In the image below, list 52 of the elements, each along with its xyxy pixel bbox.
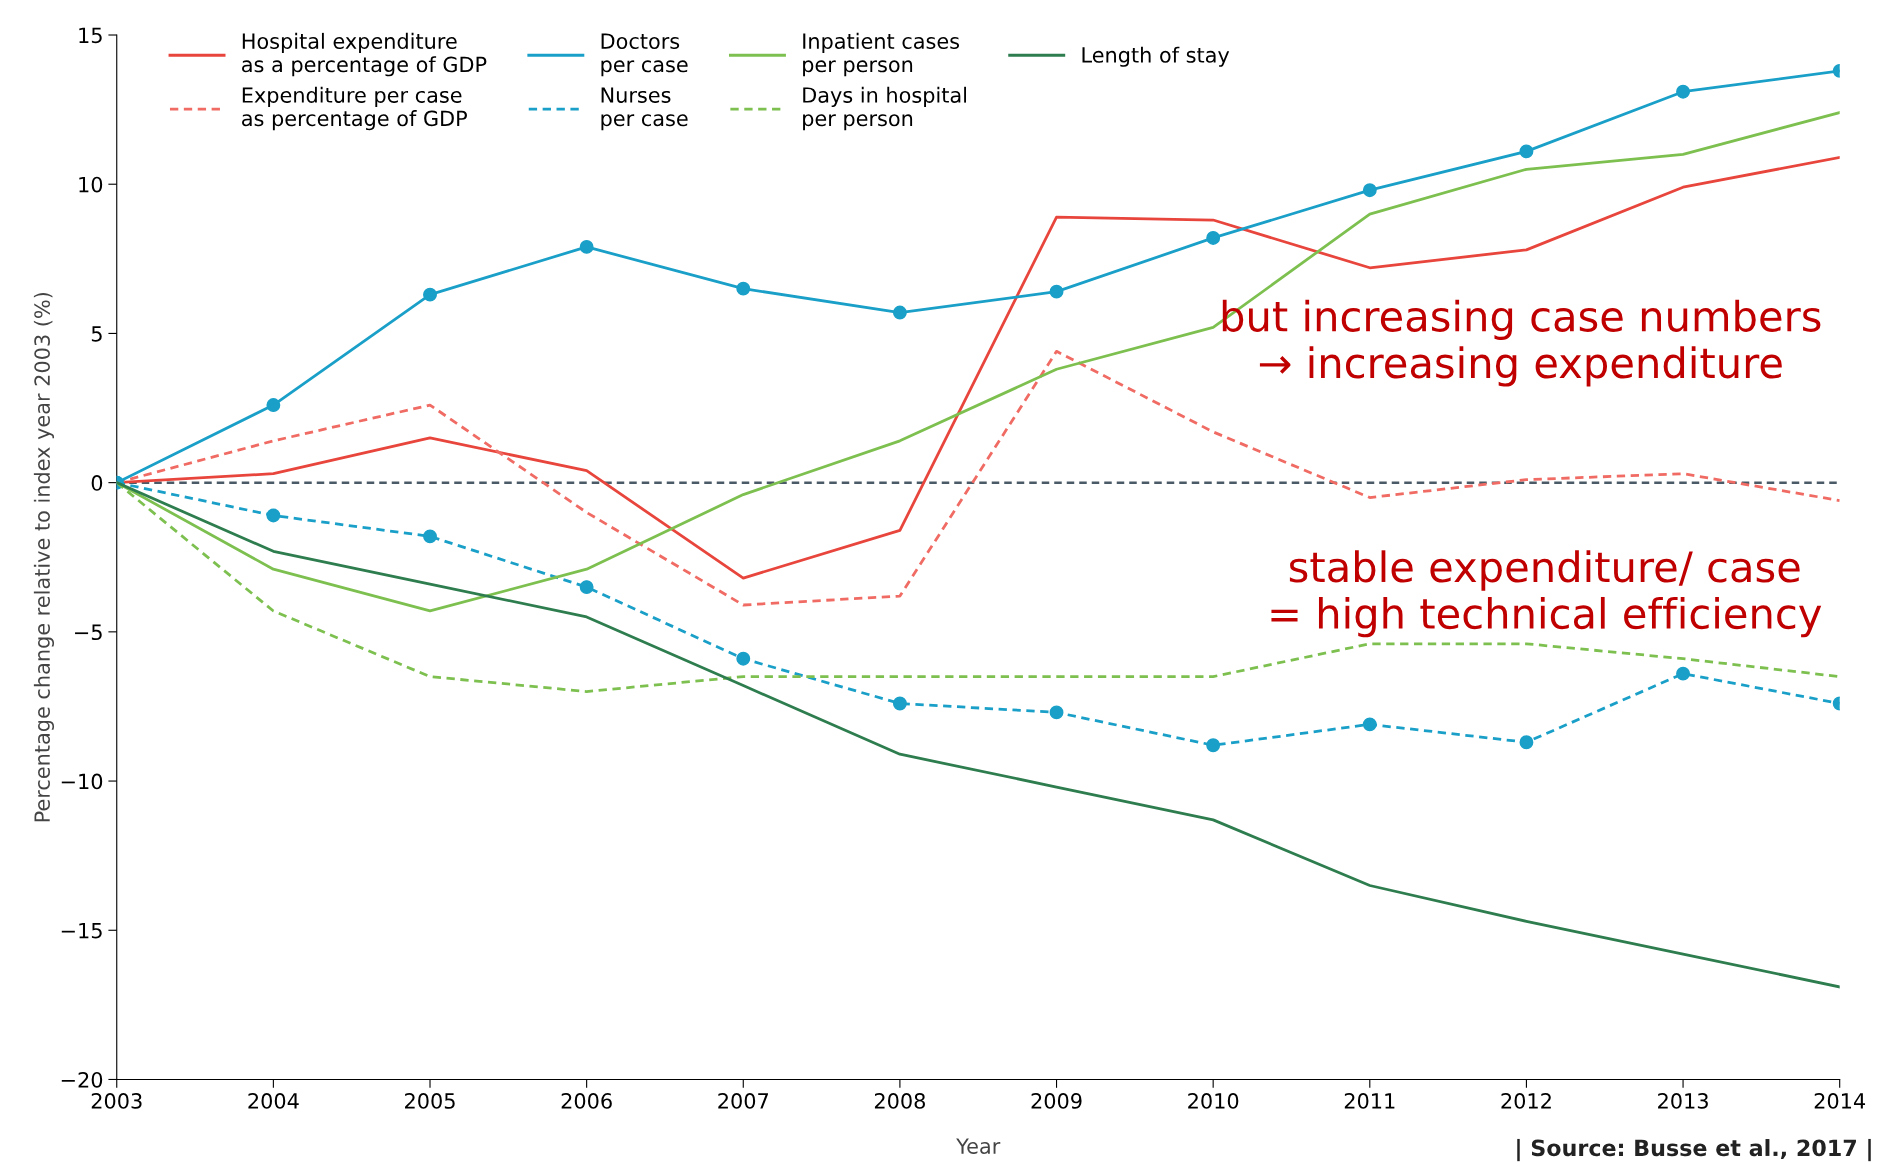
point bbox=[579, 580, 594, 595]
x-tick-label: 2005 bbox=[405, 1093, 455, 1109]
legend-label: Doctors per case bbox=[601, 33, 688, 77]
point bbox=[736, 281, 751, 296]
point bbox=[1049, 705, 1064, 720]
point bbox=[1676, 666, 1691, 681]
x-tick-label: 2004 bbox=[248, 1093, 299, 1109]
legend-label: Days in hospital per person bbox=[803, 86, 967, 131]
legend-label: Hospital expenditure as a percentage of GDP bbox=[242, 32, 487, 77]
x-tick-label: 2009 bbox=[1031, 1093, 1082, 1109]
text: | Source: Busse et al., 2017 | bbox=[1517, 1138, 1871, 1162]
y-tick-label: −20 bbox=[61, 1071, 103, 1088]
y-tick-label: −10 bbox=[61, 773, 103, 790]
y-tick-label: 5 bbox=[91, 326, 102, 342]
x-tick-label: 2012 bbox=[1501, 1093, 1551, 1109]
point bbox=[423, 287, 437, 302]
point bbox=[1049, 284, 1064, 299]
x-axis-title: Year bbox=[956, 1138, 1001, 1154]
point bbox=[266, 508, 281, 523]
x-tick-label: 2008 bbox=[874, 1093, 925, 1109]
y-tick-label: 15 bbox=[79, 27, 102, 44]
y-tick-label: −5 bbox=[75, 624, 102, 641]
legend-label: Expenditure per case as percentage of GDP bbox=[242, 86, 467, 131]
y-axis-title: Percentage change relative to index year 2003 (%) bbox=[33, 292, 55, 822]
y-tick-label: 10 bbox=[79, 176, 103, 193]
x-tick-label: 2014 bbox=[1814, 1093, 1866, 1109]
point bbox=[1362, 717, 1377, 732]
x-tick-label: 2013 bbox=[1658, 1093, 1708, 1109]
legend-label: Inpatient cases per person bbox=[803, 32, 960, 77]
point bbox=[1676, 84, 1691, 99]
point bbox=[1519, 735, 1534, 750]
point bbox=[423, 529, 437, 544]
point bbox=[1206, 230, 1221, 245]
annotation: but increasing case numbers → increasing expenditure bbox=[1222, 299, 1821, 387]
point bbox=[266, 398, 281, 412]
point bbox=[1206, 738, 1221, 753]
x-tick-label: 2010 bbox=[1188, 1093, 1239, 1109]
x-tick-label: 2011 bbox=[1344, 1093, 1395, 1109]
point bbox=[892, 696, 907, 711]
x-tick-label: 2003 bbox=[91, 1093, 142, 1109]
x-tick-label: 2007 bbox=[718, 1093, 768, 1109]
point bbox=[892, 305, 907, 320]
point bbox=[1519, 144, 1534, 159]
annotation: stable expenditure/ case = high technical efficiency bbox=[1271, 550, 1822, 638]
legend-label: Nurses per case bbox=[601, 87, 688, 131]
y-tick-label: −15 bbox=[61, 922, 102, 939]
x-tick-label: 2006 bbox=[561, 1093, 612, 1109]
y-tick-label: 0 bbox=[91, 475, 103, 491]
point bbox=[579, 239, 594, 254]
point bbox=[736, 651, 751, 666]
legend-label: Length of stay bbox=[1082, 46, 1230, 67]
point bbox=[1362, 183, 1377, 198]
